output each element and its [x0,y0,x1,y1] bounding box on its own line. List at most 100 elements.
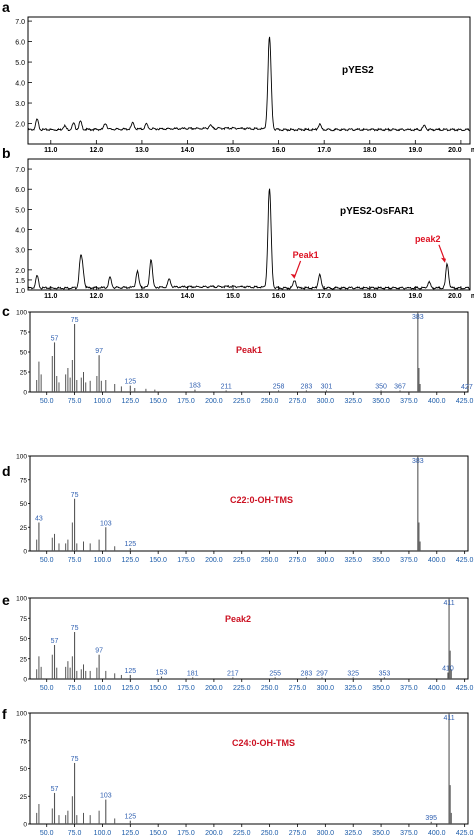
panel-c: c 0 25 50 75 100 50.0 75.0 100.0 125.0 150.0 175.0 2… [2,303,474,405]
peak-label: 297 [316,670,328,677]
x-tick-label: 300.0 [317,830,335,835]
x-tick-label: 225.0 [233,830,251,835]
x-tick-label: 200.0 [205,398,223,405]
x-tick-label: 275.0 [289,830,307,835]
peak-label: 57 [51,335,59,342]
peak-label: 75 [71,625,79,632]
x-tick-label: 11.0 [44,147,57,154]
y-tick-label: 100 [16,310,27,317]
y-tick-label: 75 [20,477,28,484]
peak-label: 125 [124,541,136,548]
y-tick-label: 100 [16,454,27,461]
panel-title: pYES2-OsFAR1 [340,206,414,217]
x-tick-label: 18.0 [363,147,377,154]
x-tick-label: 150.0 [149,398,167,405]
x-tick-label: 125.0 [122,685,140,692]
x-tick-label: 300.0 [317,398,335,405]
x-tick-label: 350.0 [372,398,390,405]
peak-label: 75 [71,756,79,763]
y-tick-label: 5.0 [15,60,25,67]
arrow-head [440,257,446,263]
x-tick-label: 175.0 [177,398,195,405]
peak-label: 325 [347,670,359,677]
peak-label: 103 [100,520,112,527]
panel-title: Peak1 [236,345,262,355]
peak-label: 57 [51,638,59,645]
y-tick-label: 75 [20,738,28,745]
x-tick-label: 325.0 [344,830,362,835]
peak-label: 125 [124,814,136,821]
peak-label: 367 [394,383,406,390]
x-tick-label: 150.0 [149,830,167,835]
y-tick-label: 0 [23,390,27,397]
panel-letter: a [2,0,10,15]
chromatogram-trace [27,188,471,291]
x-tick-label: 175.0 [177,685,195,692]
panel-letter: b [2,145,11,161]
x-tick-label: 20.0 [448,293,462,300]
x-tick-label: 350.0 [372,830,390,835]
x-tick-label: 250.0 [261,557,279,564]
x-tick-label: 14.0 [181,147,195,154]
panel-title: Peak2 [225,614,251,624]
x-tick-label: 375.0 [400,685,418,692]
x-tick-label: 17.0 [317,147,331,154]
x-tick-label: 50.0 [40,685,54,692]
x-tick-label: 325.0 [344,685,362,692]
y-tick-label: 7.0 [15,19,25,26]
y-tick-label: 7.0 [15,167,25,174]
y-tick-label: 3.0 [15,101,25,108]
x-tick-label: 15.0 [226,293,240,300]
peak-label: 75 [71,492,79,499]
y-tick-label: 1.0 [15,288,25,295]
x-tick-label: 50.0 [40,557,54,564]
x-tick-label: 15.0 [226,147,240,154]
y-tick-label: 25 [20,794,28,801]
x-tick-label: 19.0 [409,293,423,300]
x-tick-label: 175.0 [177,830,195,835]
y-tick-label: 25 [20,525,28,532]
y-tick-label: 2.0 [15,268,25,275]
peak-annotation-arrow [294,260,302,278]
x-tick-label: 200.0 [205,830,223,835]
peak-label: 217 [227,670,239,677]
plot-frame [29,712,469,825]
x-tick-label: 16.0 [272,293,286,300]
x-tick-label: 13.0 [135,293,149,300]
peak-label: 411 [443,715,454,722]
y-tick-label: 4.0 [15,228,25,235]
peak-label: 153 [156,670,168,677]
x-tick-label: 20.0 [448,147,462,154]
y-tick-label: 25 [20,370,28,377]
x-tick-label: 425.0 [456,398,474,405]
y-tick-label: 100 [16,596,27,603]
y-tick-label: 6.0 [15,187,25,194]
peak-label: 427 [461,384,473,391]
y-tick-label: 4.0 [15,81,25,88]
y-tick-label: 100 [16,711,27,718]
peak-label: 125 [124,668,136,675]
y-tick-label: 75 [20,330,28,337]
x-tick-label: 18.0 [363,293,377,300]
peak-annotation-label: peak2 [415,234,441,244]
peak-label: 255 [269,670,281,677]
x-tick-label: 75.0 [68,398,82,405]
panel-letter: d [2,463,11,479]
x-tick-label: 50.0 [40,398,54,405]
panel-letter: f [2,706,7,722]
panel-title: pYES2 [342,65,374,76]
x-tick-label: 75.0 [68,685,82,692]
peak-label: 57 [51,786,59,793]
x-tick-label: 11.0 [44,293,57,300]
x-tick-label: 14.0 [181,293,195,300]
x-tick-label: 225.0 [233,557,251,564]
peak-annotation-label: Peak1 [293,250,319,260]
x-tick-label: 175.0 [177,557,195,564]
plot-frame [27,16,471,145]
x-tick-label: 125.0 [122,398,140,405]
peak-label: 43 [35,516,43,523]
arrow-head [290,273,296,279]
panel-letter: e [2,592,10,608]
peak-label: 411 [443,600,454,607]
